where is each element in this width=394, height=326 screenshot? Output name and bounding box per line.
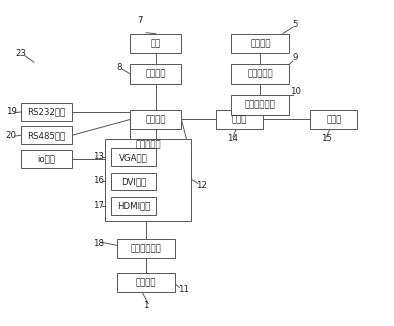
Text: 19: 19	[6, 108, 17, 116]
Bar	[21, 150, 72, 168]
Text: 10: 10	[290, 87, 301, 96]
Text: 升降控制器: 升降控制器	[247, 70, 273, 79]
Bar	[21, 126, 72, 144]
Bar	[231, 34, 289, 53]
Text: 5: 5	[293, 20, 298, 28]
Text: 收发装置: 收发装置	[146, 115, 166, 124]
Text: 升降装置: 升降装置	[250, 39, 271, 48]
Text: RS232接口: RS232接口	[27, 108, 65, 117]
Text: 11: 11	[178, 285, 189, 294]
Bar	[117, 273, 175, 292]
Text: 轴体: 轴体	[151, 39, 161, 48]
Text: 转角电机: 转角电机	[146, 70, 166, 79]
Text: 17: 17	[93, 200, 104, 210]
Bar	[117, 239, 175, 258]
Text: io接口: io接口	[37, 154, 55, 163]
Text: 20: 20	[6, 131, 17, 140]
Text: 13: 13	[93, 152, 104, 161]
Text: 视屏切换器: 视屏切换器	[135, 141, 161, 150]
Text: 16: 16	[93, 176, 104, 185]
Text: HDMI接口: HDMI接口	[117, 201, 150, 210]
Bar	[111, 148, 156, 166]
Text: 18: 18	[93, 239, 104, 248]
Text: 12: 12	[196, 181, 207, 190]
Text: VGA接口: VGA接口	[119, 153, 148, 162]
Text: 8: 8	[116, 63, 121, 72]
Bar	[216, 110, 263, 129]
Text: 14: 14	[227, 134, 238, 143]
Text: 路由器: 路由器	[232, 115, 247, 124]
Bar	[231, 65, 289, 84]
Text: 23: 23	[15, 49, 26, 58]
Text: 1: 1	[143, 301, 149, 310]
Bar	[21, 103, 72, 121]
Bar	[130, 34, 181, 53]
Bar	[130, 110, 181, 129]
Text: RS485接口: RS485接口	[27, 131, 65, 140]
Bar	[105, 139, 191, 221]
Text: 7: 7	[138, 16, 143, 25]
Bar	[310, 110, 357, 129]
Text: 遥控器: 遥控器	[326, 115, 342, 124]
Bar	[130, 65, 181, 84]
Text: DVI接口: DVI接口	[121, 177, 146, 186]
Bar	[231, 95, 289, 114]
Text: 显示面板: 显示面板	[136, 278, 156, 287]
Text: 升降控制主板: 升降控制主板	[245, 100, 276, 109]
Bar	[111, 197, 156, 215]
Bar	[111, 173, 156, 190]
Text: 9: 9	[293, 53, 298, 63]
Text: 显示驱动主板: 显示驱动主板	[131, 244, 162, 253]
Text: 15: 15	[321, 134, 332, 143]
